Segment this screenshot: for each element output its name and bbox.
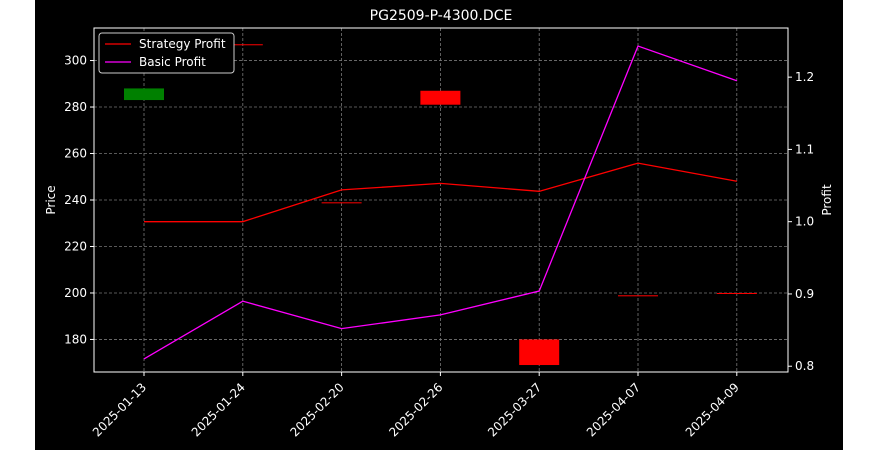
right-tick-label: 1.1 — [795, 142, 814, 156]
right-tick-label: 0.9 — [795, 287, 814, 301]
chart-title: PG2509-P-4300.DCE — [370, 8, 513, 24]
right-axis: 0.8 0.9 1.0 1.1 1.2 — [788, 70, 814, 373]
basic-profit-line — [143, 45, 738, 360]
right-tick-label: 0.8 — [795, 359, 814, 373]
left-axis: 180 200 220 240 260 280 300 — [64, 54, 94, 346]
price-candle — [124, 88, 164, 101]
left-tick-label: 280 — [64, 100, 87, 114]
price-candle — [321, 202, 362, 204]
price-candle — [716, 292, 757, 294]
left-tick-label: 180 — [64, 332, 87, 346]
right-tick-label: 1.0 — [795, 215, 814, 229]
left-tick-label: 240 — [64, 193, 87, 207]
left-tick-label: 260 — [64, 147, 87, 161]
legend: Strategy Profit Basic Profit — [98, 32, 235, 74]
price-candle — [420, 90, 461, 105]
legend-box — [98, 32, 235, 74]
left-axis-label: Price — [44, 185, 58, 214]
price-candles — [124, 44, 757, 366]
strategy-profit-line — [144, 162, 737, 223]
left-tick-label: 200 — [64, 286, 87, 300]
legend-label-basic: Basic Profit — [139, 55, 206, 69]
grid — [94, 28, 788, 372]
left-tick-label: 220 — [64, 239, 87, 253]
figure-background — [35, 0, 843, 450]
price-candle — [618, 295, 658, 297]
legend-label-strategy: Strategy Profit — [139, 37, 226, 51]
price-candle — [222, 44, 263, 46]
right-tick-label: 1.2 — [795, 70, 814, 84]
profit-series — [143, 45, 738, 360]
price-candle — [519, 339, 560, 366]
right-axis-label: Profit — [820, 184, 834, 216]
left-tick-label: 300 — [64, 54, 87, 68]
